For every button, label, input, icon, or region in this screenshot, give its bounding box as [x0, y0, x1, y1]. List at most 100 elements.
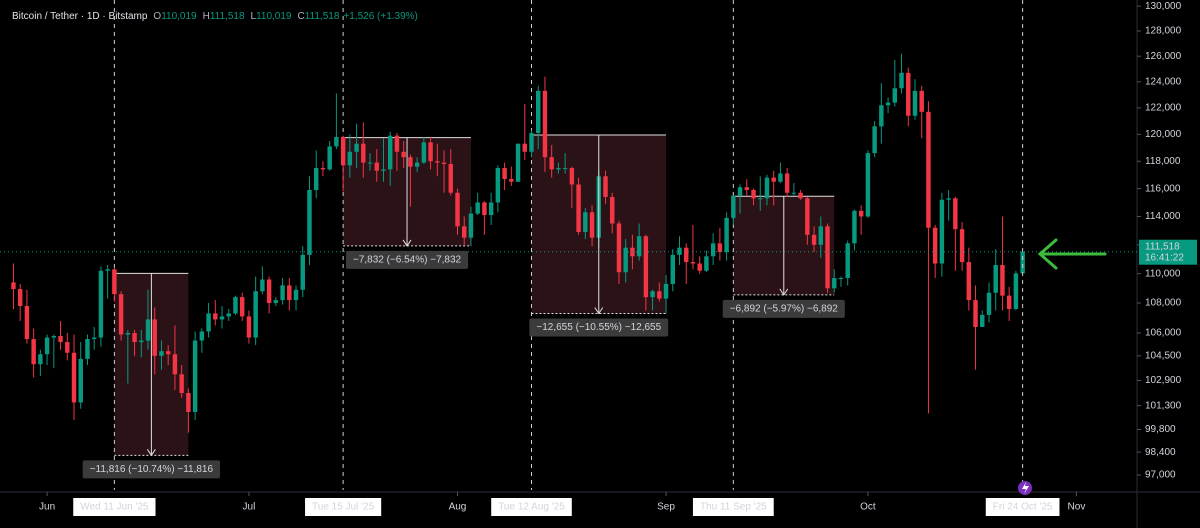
- candle-body: [354, 143, 359, 152]
- candle-body: [421, 142, 427, 163]
- candle-body: [320, 168, 326, 170]
- candle-body: [502, 168, 507, 179]
- candle-body: [145, 319, 151, 341]
- legend-key: C: [297, 11, 304, 22]
- y-tick-label: 114,000: [1145, 211, 1181, 222]
- candle-body: [1006, 295, 1012, 309]
- candle-body: [172, 354, 178, 375]
- candle-body: [556, 168, 561, 170]
- y-tick-label: 106,000: [1145, 328, 1182, 339]
- candle-body: [939, 199, 945, 264]
- candle-body: [340, 136, 346, 166]
- annotation-arrow: [1037, 238, 1107, 270]
- current-date-label: Fri 24 Oct '25: [993, 502, 1053, 513]
- candle-body: [488, 202, 494, 216]
- date-label-bg: [692, 498, 774, 516]
- candle-body: [381, 169, 386, 171]
- candle-body: [461, 226, 467, 238]
- candle-body: [199, 331, 205, 341]
- candle-body: [58, 336, 63, 343]
- candle-body: [643, 236, 649, 298]
- candle-body: [1000, 264, 1005, 296]
- candle-body: [562, 168, 568, 170]
- candle-body: [152, 319, 157, 356]
- candle-body: [865, 153, 871, 217]
- legend-value: 111,518: [210, 11, 245, 22]
- y-tick-label: 126,000: [1145, 51, 1182, 62]
- candle-body: [798, 192, 803, 199]
- candle-body: [946, 198, 951, 200]
- legend-value: 110,019: [161, 11, 197, 22]
- candle-body: [724, 217, 729, 252]
- candle-body: [334, 136, 339, 147]
- plot: [0, 0, 1137, 490]
- candle-body: [764, 177, 770, 199]
- y-tick-label: 97,000: [1145, 470, 1176, 481]
- candle-body: [125, 332, 131, 335]
- candle-body: [91, 337, 97, 340]
- candle-body: [879, 105, 884, 127]
- candle-body: [374, 162, 379, 171]
- candle-body: [852, 210, 857, 244]
- candle-body: [885, 102, 891, 106]
- x-tick-label: Aug: [449, 502, 467, 513]
- candle-body: [509, 178, 514, 182]
- candle-body: [569, 168, 575, 185]
- candle-body: [636, 236, 642, 257]
- measure-label: −7,832 (−6.54%) −7,832: [353, 255, 462, 266]
- measure-arrowhead: [146, 449, 156, 457]
- candle-body: [401, 151, 406, 158]
- date-label: Thu 11 Sep '25: [700, 502, 767, 513]
- x-tick-label: Sep: [657, 502, 675, 513]
- y-tick-label: 128,000: [1145, 26, 1182, 37]
- date-label: Tue 12 Aug '25: [498, 502, 565, 513]
- candle-body: [293, 289, 299, 301]
- candle-body: [576, 184, 581, 232]
- candle-body: [549, 157, 554, 170]
- candle-body: [1020, 251, 1025, 274]
- candle-body: [17, 289, 23, 307]
- candle-body: [132, 332, 137, 343]
- candle-body: [784, 173, 790, 193]
- last-price-label: 111,518: [1145, 241, 1180, 252]
- event-icon-glyph: [1022, 482, 1029, 494]
- y-tick-label: 130,000: [1145, 1, 1182, 12]
- candle-body: [899, 72, 904, 89]
- candle-body: [475, 202, 480, 214]
- candle-body: [704, 256, 709, 271]
- candle-body: [953, 198, 958, 230]
- candle-body: [408, 157, 413, 167]
- date-label-bg: [305, 498, 382, 516]
- candle-body: [684, 247, 689, 263]
- y-tick-label: 99,800: [1145, 424, 1176, 435]
- date-label: Tue 15 Jul '25: [312, 502, 375, 513]
- date-label: Wed 11 Jun '25: [80, 502, 149, 513]
- candle-body: [495, 168, 501, 203]
- candle-body: [529, 132, 534, 152]
- candle-body: [414, 162, 420, 167]
- candle-body: [677, 247, 682, 255]
- candle-body: [253, 291, 258, 338]
- y-tick-label: 118,000: [1145, 156, 1181, 167]
- candle-body: [448, 163, 453, 193]
- countdown-label: 16:41:22: [1145, 252, 1184, 263]
- candle-body: [926, 111, 931, 228]
- candle-body: [38, 354, 43, 365]
- candle-body: [858, 210, 864, 217]
- candle-body: [367, 162, 373, 164]
- candle-body: [522, 143, 527, 152]
- legend-title: Bitcoin / Tether · 1D · Bitstamp: [12, 11, 148, 22]
- candle-body: [31, 339, 36, 365]
- candle-body: [657, 291, 662, 299]
- y-tick-label: 110,000: [1145, 268, 1181, 279]
- candle-body: [206, 313, 211, 332]
- measure-label: −11,816 (−10.74%) −11,816: [90, 464, 214, 475]
- candle-body: [85, 339, 90, 359]
- date-label-bg: [491, 498, 572, 516]
- y-tick-label: 122,000: [1145, 102, 1182, 113]
- candle-body: [805, 198, 810, 235]
- candle-body: [919, 90, 924, 112]
- y-tick-label: 104,500: [1145, 350, 1182, 361]
- candle-body: [986, 292, 992, 315]
